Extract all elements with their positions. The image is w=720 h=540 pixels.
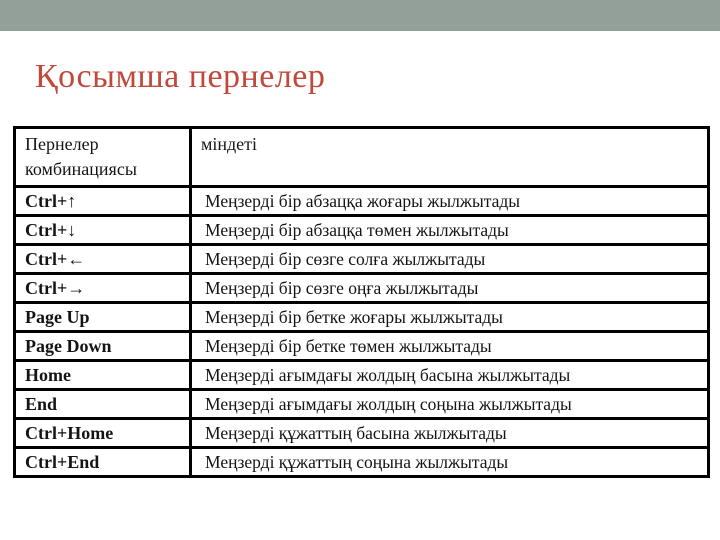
table-row: Ctrl+← Меңзерді бір сөзге солға жылжытад… (13, 243, 710, 275)
table-row: Ctrl+→ Меңзерді бір сөзге оңға жылжытады (13, 272, 710, 304)
desc-cell: Меңзерді бір бетке төмен жылжытады (189, 330, 710, 362)
key-cell: Ctrl+Home (13, 417, 192, 449)
key-cell: Page Up (13, 301, 192, 333)
table-row: Ctrl+↓ Меңзерді бір абзацқа төмен жылжыт… (13, 214, 710, 246)
table-row: Home Меңзерді ағымдағы жолдың басына жыл… (13, 359, 710, 391)
desc-cell: Меңзерді ағымдағы жолдың басына жылжытад… (189, 359, 710, 391)
desc-cell: Меңзерді бір абзацқа төмен жылжытады (189, 214, 710, 246)
table-row: Ctrl+↑ Меңзерді бір абзацқа жоғары жылжы… (13, 185, 710, 217)
key-cell: Ctrl+End (13, 446, 192, 478)
desc-cell: Меңзерді бір сөзге оңға жылжытады (189, 272, 710, 304)
key-cell: Page Down (13, 330, 192, 362)
column-header-function: міндеті (189, 126, 710, 188)
table-row: Page Up Меңзерді бір бетке жоғары жылжыт… (13, 301, 710, 333)
shortcuts-table: Пернелер комбинациясы міндеті Ctrl+↑ Мең… (13, 126, 710, 478)
top-accent-band (0, 0, 720, 31)
column-header-key-combination: Пернелер комбинациясы (13, 126, 192, 188)
desc-cell: Меңзерді бір сөзге солға жылжытады (189, 243, 710, 275)
table-row: End Меңзерді ағымдағы жолдың соңына жылж… (13, 388, 710, 420)
key-cell: End (13, 388, 192, 420)
key-cell: Ctrl+← (13, 243, 192, 275)
desc-cell: Меңзерді құжаттың басына жылжытады (189, 417, 710, 449)
desc-cell: Меңзерді бір абзацқа жоғары жылжытады (189, 185, 710, 217)
key-cell: Home (13, 359, 192, 391)
desc-cell: Меңзерді ағымдағы жолдың соңына жылжытад… (189, 388, 710, 420)
key-cell: Ctrl+↑ (13, 185, 192, 217)
desc-cell: Меңзерді құжаттың соңына жылжытады (189, 446, 710, 478)
key-cell: Ctrl+→ (13, 272, 192, 304)
table-row: Ctrl+Home Меңзерді құжаттың басына жылжы… (13, 417, 710, 449)
table-row: Ctrl+End Меңзерді құжаттың соңына жылжыт… (13, 446, 710, 478)
desc-cell: Меңзерді бір бетке жоғары жылжытады (189, 301, 710, 333)
key-cell: Ctrl+↓ (13, 214, 192, 246)
table-row: Page Down Меңзерді бір бетке төмен жылжы… (13, 330, 710, 362)
page-title: Қосымша пернелер (35, 58, 326, 95)
table-header-row: Пернелер комбинациясы міндеті (13, 126, 710, 188)
